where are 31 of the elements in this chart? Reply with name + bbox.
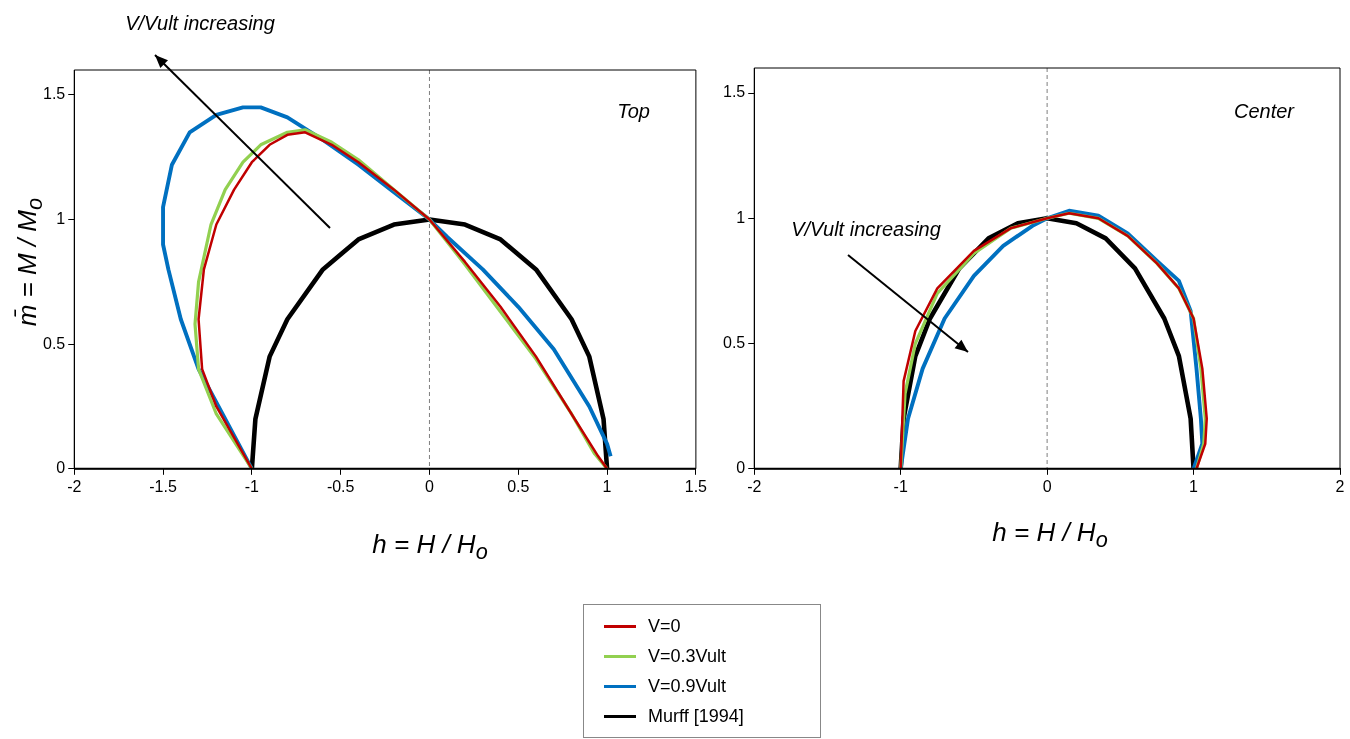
legend-label: Murff [1994]: [648, 705, 744, 727]
x-axis-title: h = H / H$_{o}$: [371, 529, 489, 566]
y-tick-label: 0.5: [42, 334, 66, 352]
y-tick-label: 0: [736, 459, 746, 477]
x-axis-title: h = H / H$_{o}$: [991, 517, 1109, 554]
text: V/Vult increasing: [125, 11, 275, 34]
y-tick-label: 0: [56, 459, 66, 477]
legend-label: V=0.3Vult: [648, 645, 726, 667]
y-tick-label: 0.5: [722, 333, 746, 351]
x-tick-label: 1: [602, 477, 612, 495]
x-tick-label: 1: [1189, 477, 1199, 495]
x-tick-label: -2: [747, 477, 762, 495]
annotation: Center: [1233, 99, 1296, 122]
x-tick-label: -1: [893, 477, 908, 495]
legend-label: V=0.9Vult: [648, 675, 726, 697]
y-tick-label: 1: [736, 208, 746, 226]
x-tick-label: -1: [244, 477, 260, 495]
x-tick-label: -2: [67, 477, 82, 495]
annotation: V/Vult increasing: [791, 217, 941, 240]
y-tick-label: 1.5: [42, 85, 66, 103]
x-tick-label: -1.5: [149, 477, 177, 495]
annotation: Top: [617, 99, 650, 122]
legend-label: V=0: [648, 615, 681, 637]
x-tick-label: 0: [425, 477, 435, 495]
y-tick-label: 1: [56, 209, 66, 227]
x-tick-label: 0.5: [507, 477, 530, 495]
x-tick-label: 0: [1042, 477, 1052, 495]
y-tick-label: 1.5: [722, 83, 746, 101]
x-tick-label: -0.5: [326, 477, 355, 495]
x-tick-label: 2: [1335, 477, 1345, 495]
x-tick-label: 1.5: [684, 477, 708, 495]
